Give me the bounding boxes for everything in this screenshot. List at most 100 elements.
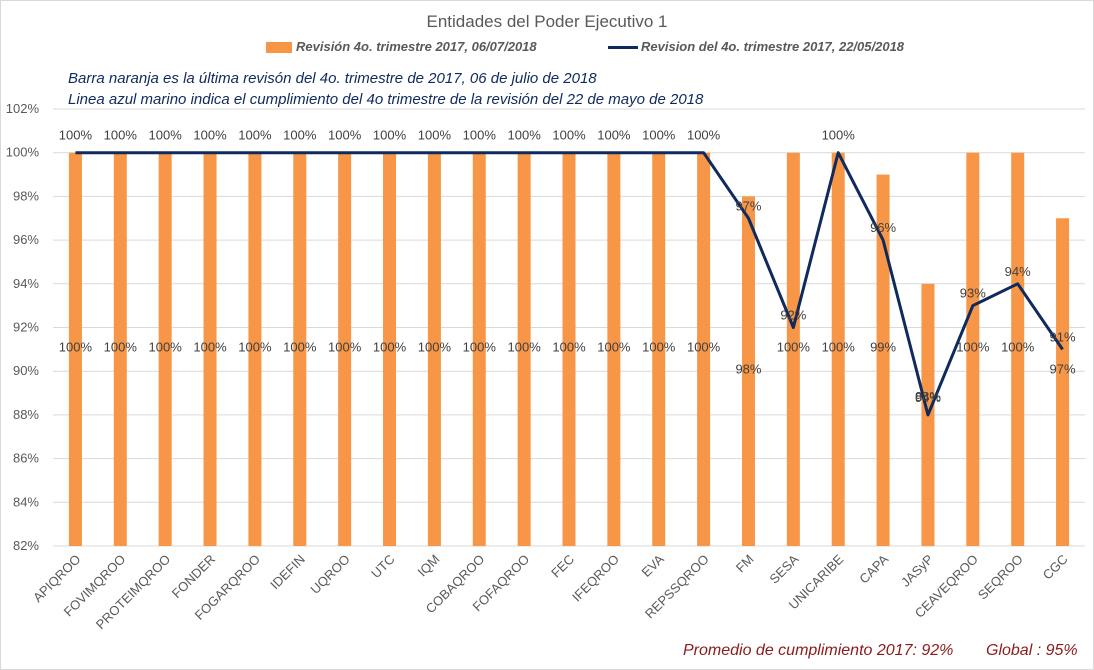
line-value-label: 100% <box>149 128 183 143</box>
line-value-label: 96% <box>870 220 896 235</box>
bar-value-label: 100% <box>956 340 990 355</box>
bar-value-label: 100% <box>238 340 272 355</box>
bar <box>472 152 486 546</box>
line-value-label: 100% <box>552 128 586 143</box>
bar <box>831 152 845 546</box>
bar <box>1011 152 1025 546</box>
line-value-label: 100% <box>597 128 631 143</box>
note-blue-line: Linea azul marino indica el cumplimiento… <box>68 91 704 108</box>
y-tick-label: 100% <box>6 145 40 160</box>
bar <box>427 152 441 546</box>
line-value-label: 100% <box>59 128 93 143</box>
y-tick-label: 92% <box>13 320 39 335</box>
y-tick-label: 98% <box>13 188 39 203</box>
bar <box>203 152 217 546</box>
y-tick-label: 84% <box>13 494 39 509</box>
legend-bar-swatch <box>266 42 292 53</box>
y-tick-label: 88% <box>13 407 39 422</box>
x-tick-label: FEC <box>548 552 577 581</box>
y-tick-label: 82% <box>13 538 39 553</box>
bar-value-label: 100% <box>283 340 317 355</box>
line-value-label: 100% <box>687 128 721 143</box>
bar-value-label: 100% <box>59 340 93 355</box>
line-value-label: 92% <box>780 308 806 323</box>
legend-line-label: Revision del 4o. trimestre 2017, 22/05/2… <box>641 39 905 54</box>
bar-value-label: 100% <box>418 340 452 355</box>
x-tick-label: UTC <box>368 552 397 581</box>
bar <box>697 152 711 546</box>
bar-value-label: 100% <box>508 340 542 355</box>
bar <box>876 174 890 547</box>
y-tick-label: 96% <box>13 232 39 247</box>
x-tick-label: IDEFIN <box>267 552 308 593</box>
bar-value-label: 100% <box>149 340 183 355</box>
bar-value-label: 100% <box>193 340 227 355</box>
bar-value-label: 100% <box>328 340 362 355</box>
bar-value-label: 100% <box>463 340 497 355</box>
y-tick-label: 86% <box>13 451 39 466</box>
bar-value-label: 100% <box>373 340 407 355</box>
legend-line-swatch <box>608 46 638 49</box>
line-value-label: 97% <box>735 198 761 213</box>
x-tick-label: UQROO <box>307 552 352 597</box>
bar <box>741 196 755 546</box>
line-value-label: 100% <box>283 128 317 143</box>
bar <box>562 152 576 546</box>
line-value-label: 100% <box>822 128 856 143</box>
line-value-label: 94% <box>1005 264 1031 279</box>
bar-value-label: 100% <box>597 340 631 355</box>
bar <box>517 152 531 546</box>
y-tick-label: 102% <box>6 101 40 116</box>
bar-value-label: 100% <box>687 340 721 355</box>
note-orange-bar: Barra naranja es la última revisón del 4… <box>68 70 597 87</box>
x-tick-label: IQM <box>415 552 443 580</box>
bar-value-label: 98% <box>735 361 761 376</box>
bar-value-label: 100% <box>642 340 676 355</box>
y-tick-label: 94% <box>13 276 39 291</box>
line-value-label: 100% <box>642 128 676 143</box>
line-value-label: 100% <box>193 128 227 143</box>
line-value-label: 91% <box>1050 329 1076 344</box>
footer-global: Global : 95% <box>986 642 1078 659</box>
bar <box>966 152 980 546</box>
x-tick-label: SESA <box>766 551 801 586</box>
bar <box>158 152 172 546</box>
x-tick-label: IFEQROO <box>569 552 622 605</box>
x-tick-label: JASyP <box>898 552 936 590</box>
line-value-label: 100% <box>238 128 272 143</box>
line-value-label: 100% <box>418 128 452 143</box>
bar <box>113 152 127 546</box>
bar <box>68 152 82 546</box>
bar <box>652 152 666 546</box>
bar-value-label: 97% <box>1050 361 1076 376</box>
footer-average: Promedio de cumplimiento 2017: 92% <box>683 642 954 659</box>
x-tick-label: FM <box>733 552 757 576</box>
x-tick-label: CAPA <box>856 551 891 586</box>
line-value-label: 100% <box>508 128 542 143</box>
legend-bar-label: Revisión 4o. trimestre 2017, 06/07/2018 <box>296 39 537 54</box>
bar-value-label: 99% <box>870 340 896 355</box>
bar <box>607 152 621 546</box>
bar <box>786 152 800 546</box>
bar-value-label: 100% <box>104 340 138 355</box>
line-value-label: 100% <box>373 128 407 143</box>
bar <box>383 152 397 546</box>
line-value-label: 93% <box>960 286 986 301</box>
line-value-label: 100% <box>104 128 138 143</box>
bar <box>1056 218 1070 546</box>
line-series <box>75 151 1064 417</box>
line-value-label: 100% <box>328 128 362 143</box>
x-tick-label: SEQROO <box>975 552 1026 603</box>
x-tick-label: CGC <box>1040 552 1071 583</box>
bar <box>338 152 352 546</box>
y-tick-label: 90% <box>13 363 39 378</box>
line-value-label: 88% <box>915 389 941 404</box>
bar-value-label: 100% <box>552 340 586 355</box>
chart-title: Entidades del Poder Ejecutivo 1 <box>426 12 668 31</box>
bar <box>293 152 307 546</box>
line-value-label: 100% <box>463 128 497 143</box>
bar-value-label: 100% <box>1001 340 1035 355</box>
bar <box>248 152 262 546</box>
bar-value-label: 100% <box>777 340 811 355</box>
